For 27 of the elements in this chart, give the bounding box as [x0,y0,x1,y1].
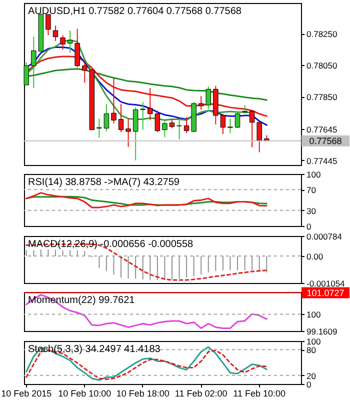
y-tick-label: 99.1609 [306,326,338,336]
y-tick-label: 80 [306,345,316,356]
ref-line-label: 0.77568 [309,136,342,146]
x-tick-label: 10 Feb 2015 [1,388,52,398]
y-tick-label: 0.77445 [306,156,338,166]
y-tick-label: 30 [306,206,316,216]
x-tick-label: 11 Feb 10:00 [233,388,286,398]
x-tick-label: 10 Feb 10:00 [58,388,112,398]
y-tick-label: 20 [306,370,316,381]
y-tick-label: 0.77645 [306,124,338,134]
chart-title: RSI(14) 38.8758 ->MA(7) 43.2759 [28,177,180,188]
y-tick-label: 0 [306,380,312,390]
y-tick-label: 0.000784 [306,232,342,242]
chart-title: AUDUSD,H1 0.77582 0.77604 0.77568 0.77568 [28,6,242,17]
y-tick-label: 0.77850 [306,92,338,102]
y-tick-label: 70 [306,185,316,196]
ref-line-label: 101.0727 [306,288,344,298]
y-tick-label: 0 [306,222,312,232]
y-tick-label: 0.00 [306,252,324,262]
y-tick-label: 0.78250 [306,29,338,40]
y-tick-label: 100 [306,170,321,180]
x-tick-label: 11 Feb 02:00 [174,388,228,398]
y-tick-label: 100 [306,336,321,346]
x-tick-label: 10 Feb 18:00 [116,388,170,398]
y-tick-label: 100 [306,310,321,320]
y-tick-label: 0.78050 [306,60,338,71]
y-tick-label: -0.001054 [306,278,346,288]
